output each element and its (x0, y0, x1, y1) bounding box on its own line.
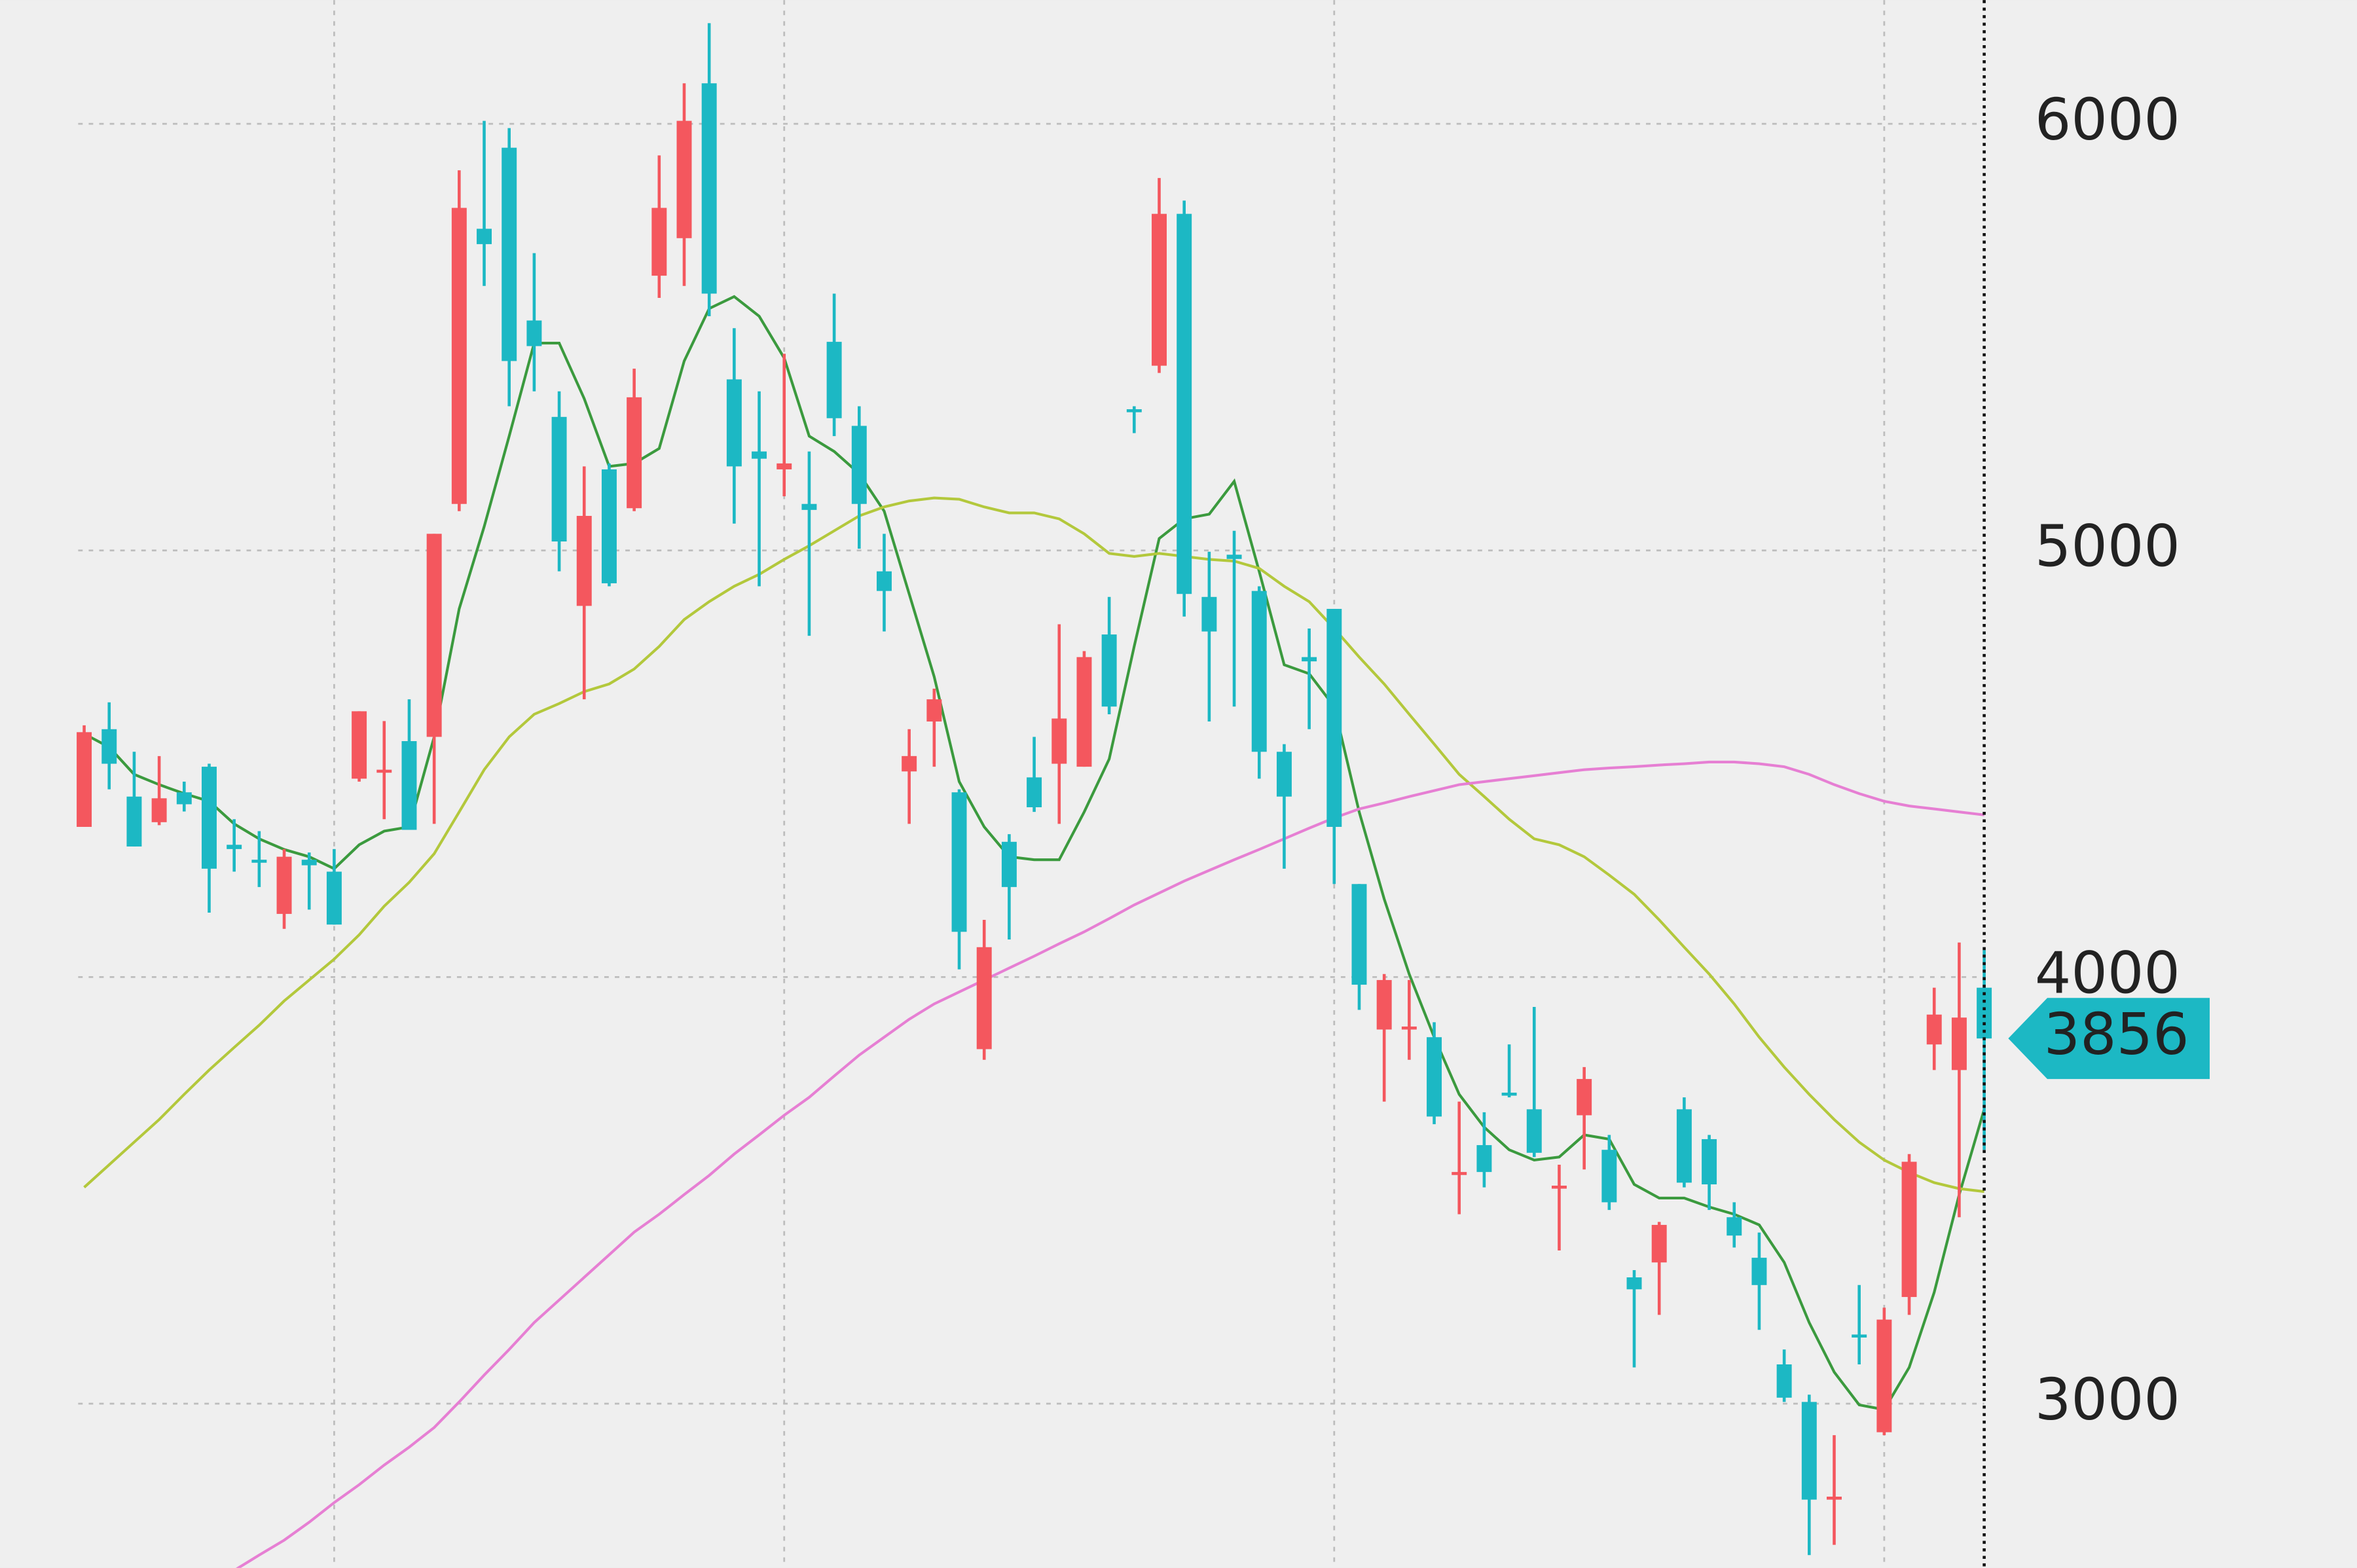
candle-body (1926, 1014, 1942, 1045)
price-tag (2008, 998, 2210, 1080)
candle-body (352, 711, 367, 779)
candle-body (801, 503, 817, 510)
candle-body (976, 947, 992, 1049)
candle-body (1501, 1092, 1517, 1096)
candle-body (1001, 841, 1017, 887)
candle-body (477, 228, 492, 244)
candle-body (1201, 596, 1217, 632)
candle-body (101, 729, 117, 764)
candle-body (1876, 1319, 1892, 1432)
candle-body (1476, 1145, 1492, 1173)
candle-body (1901, 1161, 1917, 1298)
candle-body (1626, 1277, 1642, 1290)
candle-body (1977, 987, 1992, 1039)
candle-body (851, 426, 867, 504)
grid (78, 0, 1984, 1568)
candle-body (1427, 1037, 1442, 1117)
candle-body (1751, 1258, 1767, 1285)
candle-body (1801, 1402, 1817, 1500)
candle-body (426, 534, 442, 737)
candle-body (1027, 777, 1042, 808)
candle-body (1676, 1109, 1692, 1183)
candle-body (627, 397, 642, 509)
candle-body (1852, 1334, 1867, 1338)
candle-body (376, 769, 392, 773)
candle-body (551, 416, 567, 542)
candle-body (227, 845, 242, 849)
ma-line (83, 295, 1986, 1412)
ma-line (236, 760, 1984, 1568)
candle-body (676, 120, 692, 238)
candle-body (576, 515, 592, 606)
candle-body (326, 871, 342, 925)
candle-body (1452, 1172, 1467, 1175)
price-tag-label: 3856 (2044, 1001, 2189, 1068)
candle-body (1126, 409, 1142, 412)
candle-body (701, 83, 717, 294)
candle-body (902, 756, 917, 772)
candle-body (176, 792, 192, 805)
candle-body (77, 732, 92, 827)
candle-body (651, 208, 667, 276)
candle-body (1101, 634, 1117, 707)
moving-averages (83, 295, 1986, 1568)
candle-body (1226, 555, 1242, 559)
candle-body (1076, 657, 1092, 767)
candle-body (777, 463, 792, 469)
candle-body (1951, 1017, 1967, 1070)
candle-body (601, 469, 617, 583)
candle-body (1302, 657, 1317, 662)
candle-body (451, 208, 467, 504)
candle-body (1177, 213, 1192, 594)
candle-body (1351, 884, 1367, 985)
candle-body (726, 379, 742, 467)
candle-body (1601, 1150, 1617, 1203)
candle-body (401, 741, 417, 830)
ma-line (83, 496, 1984, 1194)
y-axis: 3000 4000 5000 6000 3856 (2008, 86, 2210, 1433)
candle-body (1376, 979, 1392, 1030)
y-tick-label: 5000 (2035, 513, 2180, 580)
candle-body (1401, 1026, 1417, 1030)
candle-body (1651, 1224, 1667, 1263)
y-tick-label: 4000 (2035, 939, 2180, 1006)
candle-body (1051, 718, 1067, 764)
candle-body (1276, 752, 1292, 797)
candle-body (1526, 1109, 1542, 1153)
candle-body (877, 571, 892, 591)
candle-body (1551, 1185, 1567, 1189)
candle-body (126, 796, 142, 847)
candle-body (1577, 1079, 1592, 1116)
candle-body (526, 320, 542, 346)
y-tick-label: 3000 (2035, 1366, 2180, 1433)
candle-body (951, 792, 967, 932)
y-tick-label: 6000 (2035, 86, 2180, 153)
candle-body (202, 767, 217, 869)
candle-body (826, 342, 842, 418)
candle-body (502, 147, 517, 361)
candle-body (926, 699, 942, 722)
candles (77, 23, 1992, 1556)
candle-body (1152, 213, 1167, 366)
candle-body (1326, 609, 1342, 827)
candle-body (752, 451, 767, 459)
candle-body (1702, 1139, 1717, 1185)
candle-body (251, 860, 267, 863)
candle-body (1776, 1364, 1792, 1398)
candle-body (276, 856, 292, 914)
candle-body (301, 860, 317, 866)
candle-body (1827, 1497, 1842, 1500)
candle-body (1727, 1217, 1742, 1236)
candle-body (151, 798, 167, 822)
candle-body (1251, 591, 1267, 752)
